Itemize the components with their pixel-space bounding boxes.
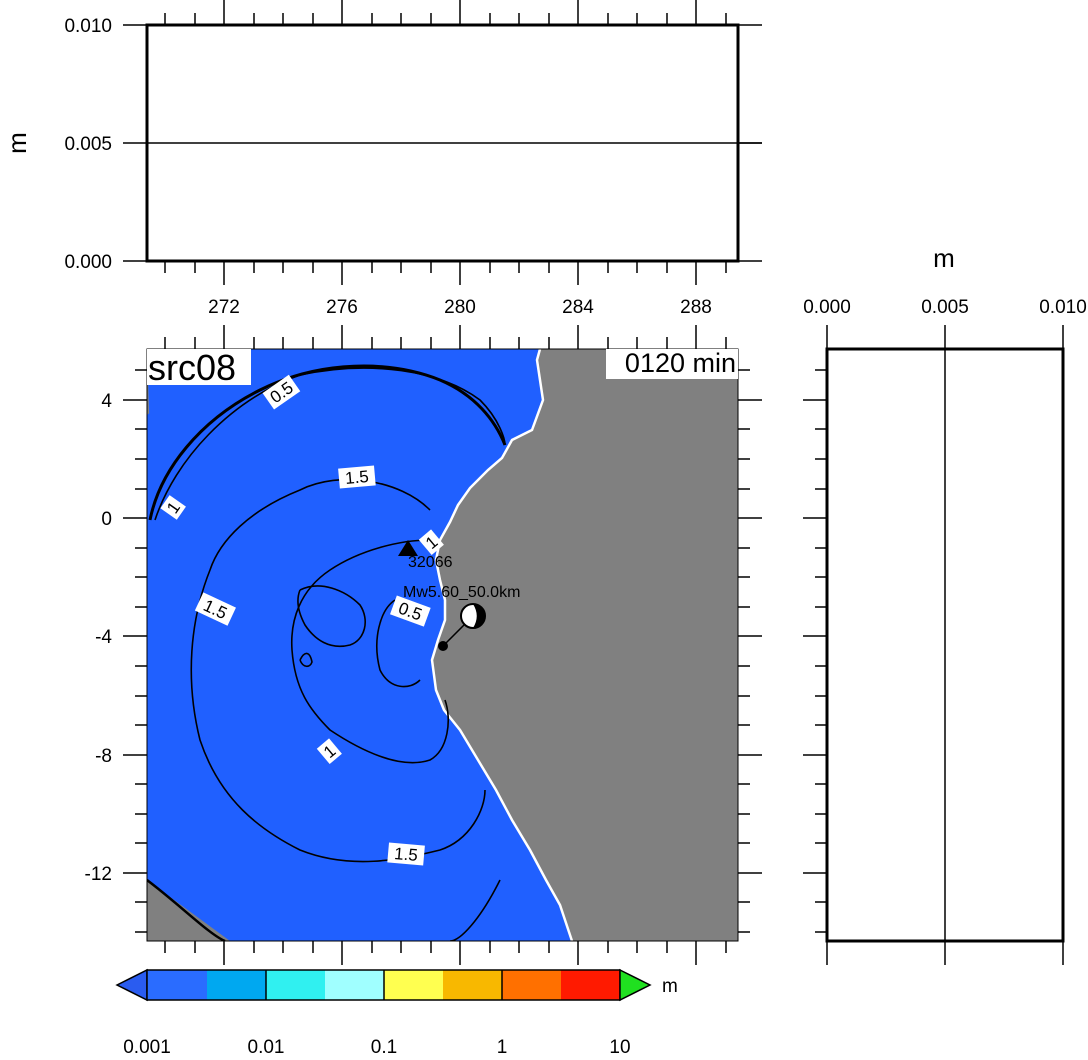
- map-tick-marks: [123, 325, 762, 965]
- svg-text:1.5: 1.5: [344, 467, 369, 488]
- top-x-tick-label: 284: [562, 297, 594, 318]
- contour-label: 1.5: [338, 465, 376, 489]
- map-panel: 4 0 -4 -8 -12 src08 0120 min 0.5 1 1.5 1…: [85, 325, 762, 965]
- top-x-tick-label: 280: [444, 297, 476, 318]
- colorbar-dividers: [265, 970, 503, 1000]
- colorbar-segment: [443, 970, 502, 1000]
- map-title-box: [147, 349, 251, 385]
- map-frame: [146, 348, 739, 942]
- colorbar-unit: m: [662, 976, 678, 997]
- source-label: Mw5.60_50.0km: [403, 584, 520, 601]
- station-label: 32066: [408, 554, 453, 571]
- colorbar-segment: [502, 970, 561, 1000]
- colorbar-gradient: [147, 970, 620, 1000]
- right-x-axis-label: m: [933, 243, 955, 273]
- coastline: [430, 349, 574, 941]
- map-y-tick-label: -8: [95, 746, 112, 767]
- map-y-tick-label: 0: [101, 509, 112, 530]
- land-area: [255, 349, 738, 941]
- contour-outer-thick: [148, 364, 507, 521]
- svg-text:1.5: 1.5: [393, 844, 418, 865]
- contour-label: 1: [316, 738, 342, 765]
- top-y-tick-label: 0.010: [64, 16, 112, 37]
- map-y-tick-label: -12: [85, 864, 112, 885]
- colorbar-segment: [384, 970, 443, 1000]
- contour-label: 1: [418, 529, 444, 556]
- top-y-tick-marks: [123, 24, 762, 262]
- right-profile-panel: m 0.000 0.005 0.010: [803, 243, 1087, 965]
- time-label: 0120 min: [625, 348, 736, 378]
- contour-label: 1.5: [387, 842, 425, 866]
- colorbar-high-arrow: [619, 968, 652, 1002]
- colorbar-segment: [325, 970, 384, 1000]
- colorbar-segment: [266, 970, 325, 1000]
- epicenter-dot-icon: [438, 641, 448, 651]
- colorbar-segment: [561, 970, 620, 1000]
- focal-mechanism-icon: [460, 603, 486, 629]
- colorbar-label: 0.1: [371, 1037, 397, 1058]
- colorbar: m 0.001 0.01 0.1 1 10: [115, 968, 678, 1058]
- contour-label: 1: [160, 495, 186, 520]
- time-label-box: [606, 349, 738, 379]
- colorbar-segment: [207, 970, 266, 1000]
- top-x-tick-label: 276: [326, 297, 358, 318]
- colorbar-label: 0.001: [123, 1037, 171, 1058]
- colorbar-label: 1: [497, 1037, 508, 1058]
- contour-lines: [147, 367, 506, 941]
- top-y-tick-label: 0.005: [64, 134, 112, 155]
- top-x-tick-label: 272: [208, 297, 240, 318]
- top-timeseries-panel: 0.010 0.005 0.000 m 272 276 280 284 288: [2, 0, 762, 318]
- map-title: src08: [148, 347, 236, 388]
- map-y-tick-label: -4: [95, 627, 112, 648]
- colorbar-label: 0.01: [248, 1037, 285, 1058]
- right-x-tick-label: 0.000: [803, 297, 851, 318]
- colorbar-segment: [147, 970, 207, 1000]
- station-triangle-icon: [398, 540, 418, 556]
- top-y-axis-label: m: [2, 132, 32, 154]
- right-x-tick-label: 0.005: [921, 297, 969, 318]
- top-x-tick-label: 288: [680, 297, 712, 318]
- top-x-tick-marks: [164, 0, 727, 285]
- right-tick-marks: [803, 325, 1064, 965]
- map-y-tick-label: 4: [101, 391, 112, 412]
- right-x-tick-label: 0.010: [1039, 297, 1087, 318]
- top-y-tick-label: 0.000: [64, 252, 112, 273]
- colorbar-low-arrow: [115, 968, 148, 1002]
- colorbar-label: 10: [609, 1037, 630, 1058]
